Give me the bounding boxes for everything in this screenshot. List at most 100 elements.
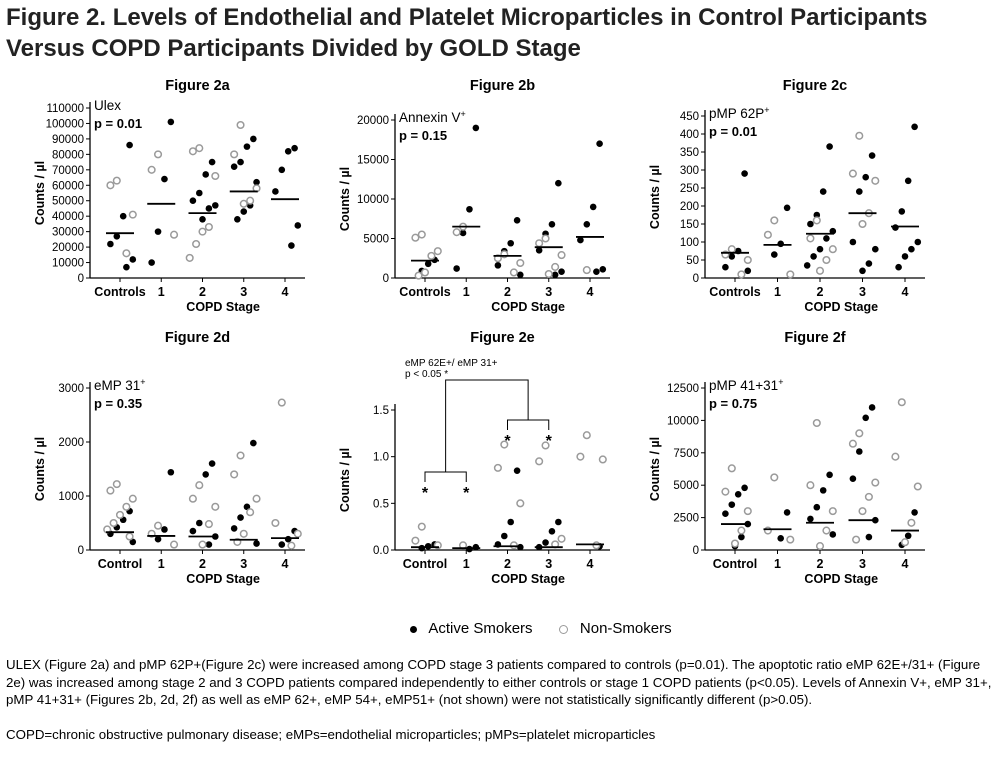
y-tick-label: 1.0 [373,452,389,464]
x-tick-label: 3 [545,285,552,299]
marker-label: pMP 41+31+ [709,377,783,393]
active-smoker-point [189,197,197,205]
non-smoker-point [727,245,736,254]
non-smoker-point [913,482,922,491]
active-smoker-point [542,539,549,546]
active-smoker-point [596,140,603,147]
panel-title: Figure 2a [165,78,230,94]
non-smoker-point [147,165,156,174]
active-smoker-point [865,533,873,541]
y-tick-label: 10000 [52,258,84,270]
active-smoker-point [813,211,821,219]
x-tick-label: 1 [463,557,470,571]
active-smoker-point [278,541,286,548]
y-tick-label: 20000 [357,115,389,127]
active-smoker-point [167,118,175,126]
non-smoker-point [246,196,255,205]
active-smoker-point [154,535,162,543]
active-smoker-point [777,535,784,542]
y-axis-label: Counts / µl [648,437,662,501]
non-smoker-point [763,230,772,239]
non-smoker-point [858,219,867,229]
non-smoker-point [582,431,591,440]
active-smoker-point [728,253,736,260]
x-tick-label: 3 [240,557,247,571]
non-smoker-point [592,541,601,550]
non-smoker-point [287,541,296,550]
active-smoker-point [513,217,521,224]
non-smoker-point [557,251,566,260]
non-smoker-point [115,510,125,519]
non-smoker-point [727,464,736,473]
significance-star: * [546,433,553,450]
y-tick-label: 2500 [673,513,699,525]
active-smoker-point [722,510,729,518]
p-value: p = 0.01 [94,116,142,131]
y-axis-label: Counts / µl [648,165,662,229]
non-smoker-point [858,507,867,516]
non-smoker-point [509,541,518,550]
non-smoker-point [828,507,837,516]
non-smoker-point [204,222,213,232]
active-smoker-point [908,245,915,253]
non-smoker-point [109,518,118,528]
active-smoker-point [189,527,197,535]
active-smoker-point [783,509,791,516]
y-tick-label: 7500 [673,448,699,460]
active-smoker-point [113,232,121,240]
non-smoker-point [500,440,509,449]
active-smoker-point [548,220,556,228]
active-smoker-point [898,208,906,215]
active-smoker-point [253,178,260,186]
active-smoker-point [424,260,432,268]
active-smoker-point [868,404,876,411]
active-smoker-point [555,518,562,526]
non-smoker-point [170,540,179,549]
y-tick-label: 450 [680,111,699,123]
active-smoker-point [517,271,524,279]
y-tick-label: 350 [680,147,699,159]
non-smoker-point [154,521,163,530]
y-tick-label: 60000 [52,180,84,192]
non-smoker-point [293,529,302,538]
y-tick-label: 15000 [357,155,389,167]
x-axis-label: COPD Stage [491,572,565,586]
non-smoker-point [721,487,730,496]
panel-title: Figure 2c [783,78,847,94]
active-smoker-point [472,124,480,132]
y-tick-label: 0 [383,273,389,285]
non-smoker-point [271,518,280,528]
non-smoker-point [855,429,864,438]
active-smoker-point [807,515,814,523]
non-smoker-point [897,398,906,407]
active-smoker-point [849,238,857,246]
active-smoker-point [741,484,748,492]
active-smoker-point [208,460,216,467]
active-smoker-point [555,179,562,187]
active-smoker-point [230,163,238,171]
non-smoker-point [198,227,207,236]
non-smoker-point [230,150,239,159]
active-smoker-point [107,240,114,248]
non-smoker-point [452,228,461,237]
stat-pvalue: p < 0.05 * [405,369,448,380]
active-smoker-point [494,262,502,269]
active-smoker-point [243,143,251,150]
active-smoker-point [513,467,521,474]
non-smoker-point [516,258,525,268]
y-tick-label: 2000 [58,437,84,449]
active-smoker-point [243,503,251,511]
non-smoker-point [411,536,420,545]
active-smoker-point [459,229,467,237]
non-smoker-point [770,216,779,225]
y-tick-label: 10000 [357,194,389,206]
active-smoker-point [738,533,745,541]
x-tick-label: Controls [709,285,760,299]
x-tick-label: 1 [158,557,165,571]
non-smoker-point [211,171,220,181]
non-smoker-point [852,535,861,544]
y-tick-label: 0 [693,273,699,285]
x-tick-label: 4 [902,285,909,299]
non-smoker-point [154,150,163,159]
active-smoker-point [240,208,248,215]
